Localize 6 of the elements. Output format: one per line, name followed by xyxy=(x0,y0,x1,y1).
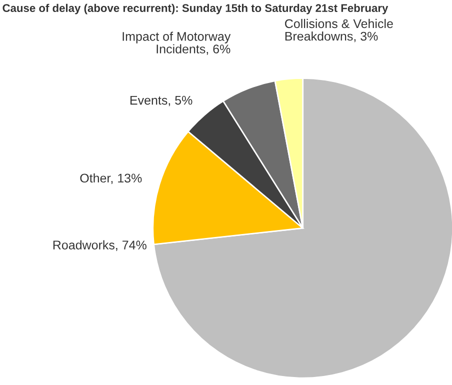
slice-label: Other, 13% xyxy=(80,173,142,184)
slice-label: Roadworks, 74% xyxy=(53,240,146,251)
chart-title: Cause of delay (above recurrent): Sunday 15th to Saturday 21st February xyxy=(2,4,388,14)
slice-label: Collisions & Vehicle Breakdowns, 3% xyxy=(285,18,393,42)
slice-label: Impact of Motorway Incidents, 6% xyxy=(122,32,231,55)
slice-label: Events, 5% xyxy=(130,96,192,106)
